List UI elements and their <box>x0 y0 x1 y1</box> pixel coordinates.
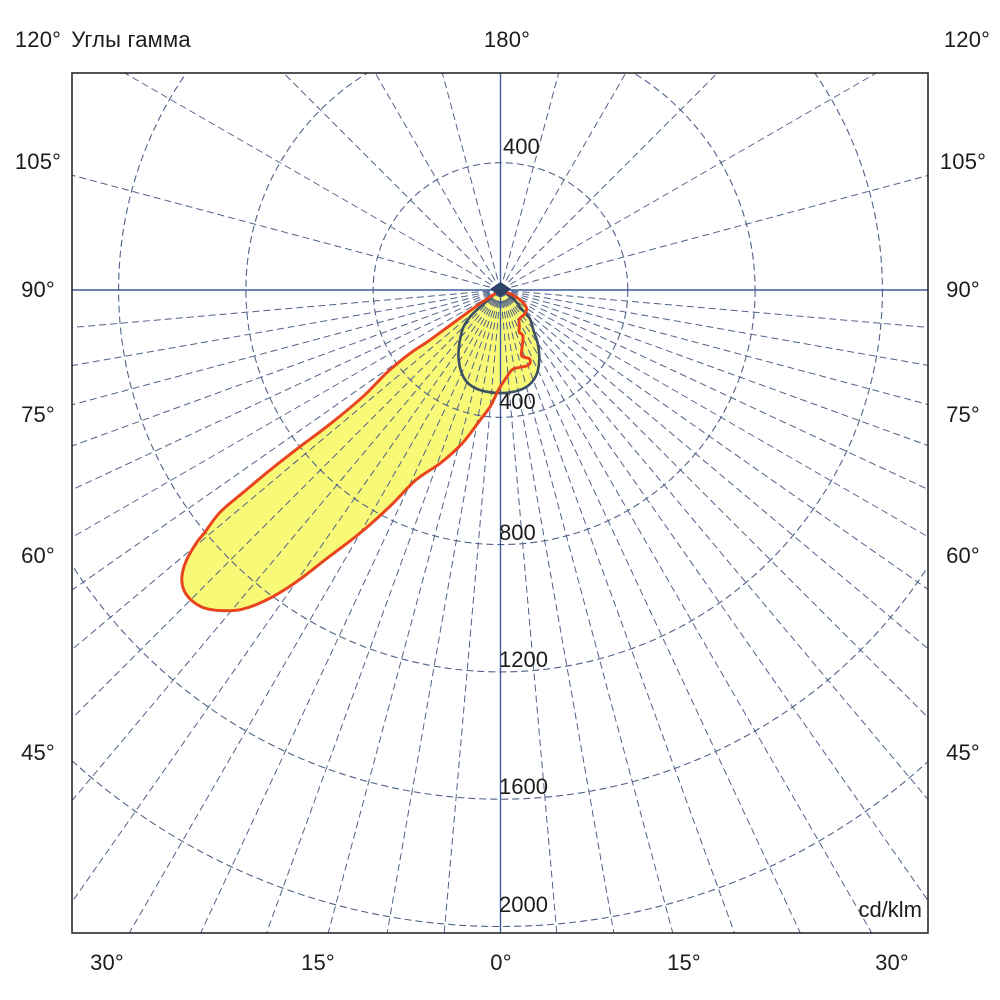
curve-outline-layer <box>180 288 541 613</box>
plot-border <box>71 72 929 934</box>
angle-label-right-45: 45° <box>946 740 980 765</box>
grid-ray--60 <box>500 289 928 538</box>
grid-ray--70 <box>500 289 928 447</box>
unit-label: cd/klm <box>858 897 922 922</box>
grid-ray--50 <box>500 289 928 650</box>
grid-ray--45 <box>500 289 928 719</box>
grid-ray--85 <box>500 289 928 328</box>
angle-label-left-45: 45° <box>21 740 55 765</box>
grid-ray--150 <box>500 73 627 291</box>
grid-ray--25 <box>500 289 801 933</box>
angle-label-bottom-0: 0° <box>490 950 512 975</box>
angle-label-right-90: 90° <box>946 277 980 302</box>
angle-label-left-105: 105° <box>14 149 62 174</box>
grid-ray--135 <box>500 73 719 291</box>
grid-ray--35 <box>500 289 928 902</box>
angle-label-left-90: 90° <box>21 277 55 302</box>
grid-ray--55 <box>500 289 928 590</box>
main-plane-curve <box>180 288 532 613</box>
angle-label-top-left: 120° <box>14 27 62 52</box>
grid-ray--15 <box>500 289 674 933</box>
cross-plane-curve <box>457 288 541 395</box>
radial-label-2000: 2000 <box>499 892 548 917</box>
grid-ray--105 <box>500 174 928 291</box>
radial-label-400: 400 <box>499 389 536 414</box>
grid-ray--30 <box>500 289 873 933</box>
grid-ray--120 <box>500 73 878 291</box>
angle-label-right-60: 60° <box>946 543 980 568</box>
angle-label-bottom-30l: 30° <box>90 950 124 975</box>
angle-label-bottom-15r: 15° <box>667 950 701 975</box>
radial-label-1200: 1200 <box>499 647 548 672</box>
radial-label-1600: 1600 <box>499 774 548 799</box>
grid-ray--20 <box>500 289 736 933</box>
curve-fill-layer <box>181 290 540 611</box>
angle-label-top-right: 120° <box>943 27 991 52</box>
angle-label-right-105: 105° <box>939 149 987 174</box>
grid-ray--40 <box>500 289 928 801</box>
radial-label-800: 800 <box>499 520 536 545</box>
angle-label-top-center: 180° <box>483 27 531 52</box>
grid-ray--165 <box>500 73 560 291</box>
angle-label-left-75: 75° <box>21 402 55 427</box>
center-marker-diamond <box>490 282 511 297</box>
angle-label-bottom-30r: 30° <box>875 950 909 975</box>
radial-label-400-top: 400 <box>503 134 540 159</box>
grid-ray--65 <box>500 289 928 490</box>
angle-label-bottom-15l: 15° <box>301 950 335 975</box>
main-plane-lobe-fill <box>181 290 531 611</box>
angle-label-right-75: 75° <box>946 402 980 427</box>
grid-ray--80 <box>500 289 928 366</box>
grid-ray--10 <box>500 289 615 933</box>
angle-label-left-60: 60° <box>21 543 55 568</box>
gamma-axis-title: Углы гамма <box>71 27 191 52</box>
